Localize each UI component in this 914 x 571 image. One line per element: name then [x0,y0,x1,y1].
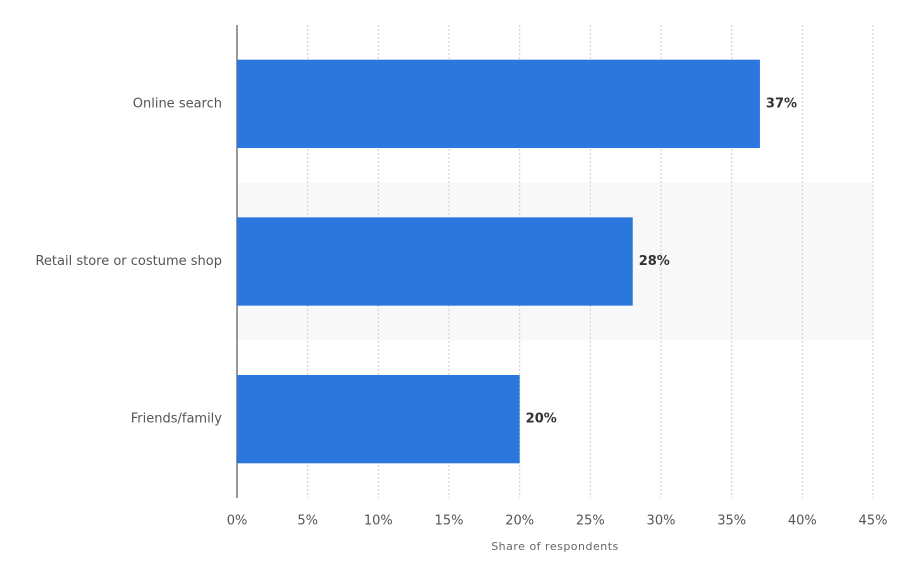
x-tick-label: 10% [364,514,393,529]
x-tick-label: 0% [227,514,248,529]
x-tick-label: 30% [647,514,676,529]
x-tick-label: 20% [505,514,534,529]
bar [237,375,520,464]
x-axis-title: Share of respondents [491,540,619,553]
y-tick-label: Friends/family [131,412,223,427]
x-tick-label: 5% [297,514,318,529]
x-tick-label: 40% [788,514,817,529]
value-label: 20% [526,412,557,427]
x-tick-label: 15% [435,514,464,529]
bar [237,59,760,148]
y-tick-label: Retail store or costume shop [35,254,222,269]
x-tick-label: 45% [859,514,888,529]
value-label: 28% [639,254,670,269]
x-tick-label: 25% [576,514,605,529]
y-tick-label: Online search [133,96,222,111]
bar [237,217,633,306]
x-tick-label: 35% [717,514,746,529]
value-label: 37% [766,96,797,111]
